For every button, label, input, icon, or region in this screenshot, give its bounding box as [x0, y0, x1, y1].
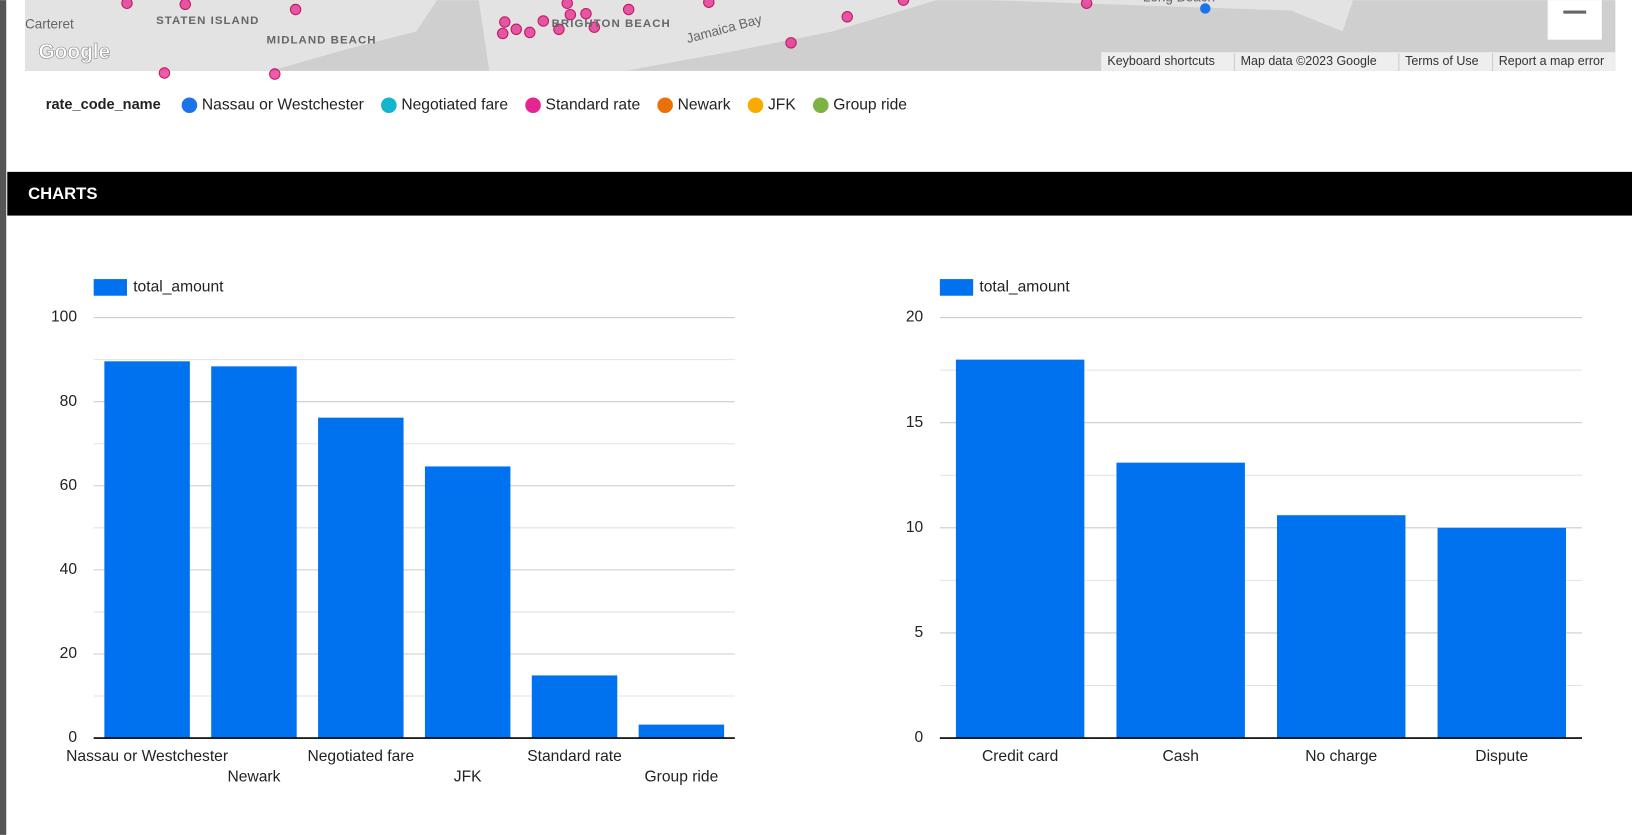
map-place-label: Long Beach: [1143, 0, 1215, 5]
legend-label: Negotiated fare: [401, 96, 508, 113]
bar: [318, 417, 404, 739]
x-tick-label: Cash: [1162, 748, 1198, 765]
x-tick-label: Newark: [227, 769, 280, 786]
legend-label: Standard rate: [546, 96, 641, 113]
bar: [638, 724, 725, 739]
y-tick-label: 5: [915, 624, 924, 641]
y-tick-label: 0: [915, 729, 924, 746]
map-place-label: MIDLAND BEACH: [266, 35, 376, 47]
legend-dot: [657, 97, 673, 114]
map-logo: Google: [39, 41, 111, 64]
y-tick-label: 100: [51, 309, 77, 326]
section-header: [7, 171, 1632, 216]
y-tick-label: 40: [60, 561, 78, 578]
map-place-label: Carteret: [25, 17, 74, 32]
y-tick-label: 20: [906, 309, 924, 326]
legend-label: Nassau or Westchester: [202, 96, 364, 113]
map-place-label: STATEN ISLAND: [156, 15, 259, 27]
x-tick-label: JFK: [454, 769, 482, 786]
map-footer-link[interactable]: Terms of Use: [1405, 54, 1479, 68]
legend-dot: [381, 97, 397, 114]
zoom-out-button[interactable]: [1547, 0, 1602, 40]
legend-label: Group ride: [833, 96, 907, 113]
y-tick-label: 0: [68, 729, 77, 746]
legend-dot: [747, 97, 764, 114]
x-tick-label: No charge: [1305, 748, 1377, 765]
bar: [531, 675, 618, 739]
legend-swatch: [93, 279, 127, 296]
map-footer: [1101, 52, 1616, 71]
legend-dot: [812, 97, 829, 114]
x-tick-label: Group ride: [645, 769, 719, 786]
y-tick-label: 60: [60, 477, 78, 494]
window-edge: [0, 0, 7, 835]
x-tick-label: Credit card: [982, 748, 1058, 765]
map-footer-link[interactable]: Report a map error: [1499, 54, 1604, 68]
map-dot: [1200, 3, 1211, 14]
bar: [104, 361, 190, 739]
legend-label: total_amount: [133, 279, 224, 296]
land: [24, 0, 438, 71]
y-tick-label: 15: [906, 414, 924, 431]
x-tick-label: Nassau or Westchester: [66, 748, 228, 765]
map-place-label: BRIGHTON BEACH: [552, 18, 671, 30]
legend-label: total_amount: [979, 279, 1070, 296]
map-footer-link[interactable]: Keyboard shortcuts: [1107, 54, 1214, 68]
legend-label: JFK: [768, 96, 796, 113]
land: [988, 0, 1354, 32]
map-dots: [121, 0, 1093, 80]
land: [478, 0, 937, 71]
bar: [955, 359, 1085, 739]
bar: [1437, 527, 1566, 739]
bar: [424, 466, 511, 739]
section-title: CHARTS: [28, 184, 97, 203]
x-tick-label: Dispute: [1475, 748, 1528, 765]
y-tick-label: 80: [60, 393, 78, 410]
bar: [1277, 515, 1406, 739]
legend-label: Newark: [678, 96, 731, 113]
x-tick-label: Negotiated fare: [307, 748, 414, 765]
legend-swatch: [939, 279, 974, 296]
zoom-out-icon: [1563, 10, 1587, 14]
legend-dot: [525, 97, 541, 114]
legend-dot: [181, 97, 198, 114]
map-footer-link[interactable]: Map data ©2023 Google: [1241, 54, 1377, 68]
x-tick-label: Standard rate: [527, 748, 622, 765]
map[interactable]: Carteret STATEN ISLAND MIDLAND BEACH BRIGHT…: [24, 0, 1616, 80]
y-tick-label: 10: [906, 519, 924, 536]
bar: [1116, 462, 1245, 739]
bar: [211, 366, 297, 739]
legend-title: rate_code_name: [46, 97, 161, 113]
y-tick-label: 20: [60, 645, 78, 662]
